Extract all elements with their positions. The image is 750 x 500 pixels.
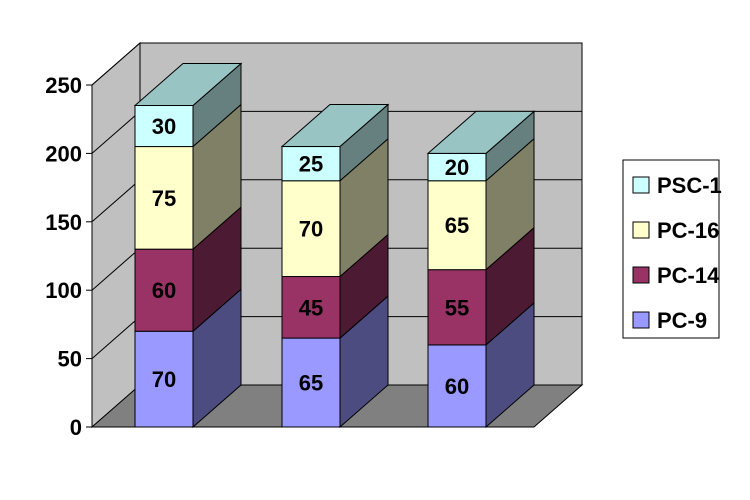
y-tick-label: 50 <box>58 347 82 372</box>
legend-item: PC-16 <box>632 218 719 243</box>
bar-front <box>281 146 341 182</box>
data-label: 45 <box>299 295 323 320</box>
bar-segment: 70 <box>281 137 389 278</box>
legend-label: PC-14 <box>657 263 720 288</box>
bar-front <box>281 337 341 428</box>
bar-front <box>427 344 487 428</box>
bar-front <box>427 180 487 271</box>
bar-segment: 60 <box>427 301 535 429</box>
data-label: 65 <box>299 371 323 396</box>
legend-swatch <box>632 176 650 194</box>
y-tick-label: 100 <box>45 278 82 303</box>
bar-front <box>134 248 194 332</box>
legend-swatch <box>632 311 650 329</box>
bar-front <box>281 276 341 339</box>
gridline <box>91 42 582 86</box>
bar-front <box>427 269 487 346</box>
side-wall <box>91 41 141 429</box>
y-tick-label: 250 <box>45 73 82 98</box>
legend-swatch <box>632 221 650 239</box>
bar-segment: 30 <box>133 62 243 148</box>
data-label: 60 <box>445 374 469 399</box>
bar-segment: 20 <box>426 110 536 182</box>
y-tick-label: 150 <box>45 210 82 235</box>
bar-segment: 25 <box>280 103 390 182</box>
data-label: 65 <box>445 213 469 238</box>
data-label: 30 <box>152 114 176 139</box>
bar-segment: 70 <box>134 288 242 429</box>
bar-front <box>134 146 194 250</box>
bar-top <box>280 104 390 148</box>
data-label: 55 <box>445 295 469 320</box>
legend-swatch <box>632 266 650 284</box>
legend-label: PC-9 <box>657 308 707 333</box>
bar-segment: 45 <box>281 233 389 340</box>
data-label: 70 <box>299 217 323 242</box>
legend-item: PSC-1 <box>632 173 722 198</box>
data-label: 75 <box>152 186 176 211</box>
y-axis: 0 50 100 150 200 250 <box>45 73 93 440</box>
y-tick-label: 0 <box>70 415 82 440</box>
legend-label: PSC-1 <box>657 173 722 198</box>
bar-top <box>133 63 243 107</box>
data-label: 70 <box>152 367 176 392</box>
legend-item: PC-9 <box>632 308 707 333</box>
legend-label: PC-16 <box>657 218 719 243</box>
bar-top <box>426 110 536 154</box>
data-label: 60 <box>152 278 176 303</box>
data-label: 25 <box>299 152 323 177</box>
legend-item: PC-14 <box>632 263 720 288</box>
y-tick-label: 200 <box>45 141 82 166</box>
bars: 70 60 75 30 65 45 70 25 60 55 65 20 <box>133 62 536 429</box>
legend: PSC-1 PC-16 PC-14 PC-9 <box>622 159 722 339</box>
data-label: 20 <box>445 155 469 180</box>
bar-front <box>134 330 194 428</box>
